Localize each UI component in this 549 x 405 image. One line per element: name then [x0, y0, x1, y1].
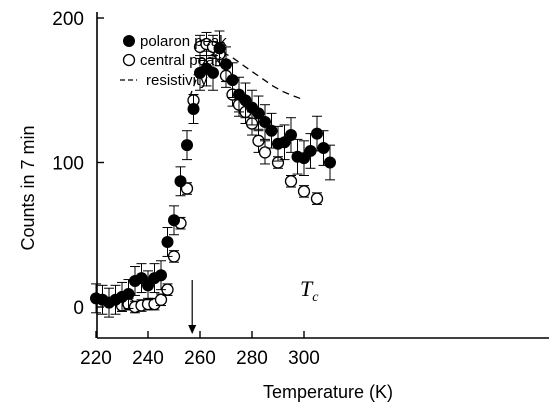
- x-tick-label: 240: [132, 348, 164, 369]
- central-peak-point: [310, 192, 324, 205]
- legend-label-polaron: polaron peak: [140, 33, 227, 50]
- polaron-peak-point: [259, 116, 271, 129]
- x-tick-label: 260: [184, 348, 216, 369]
- central-peak-point: [297, 185, 311, 198]
- polaron-peak-point: [161, 235, 174, 248]
- polaron-peak-point: [304, 144, 317, 157]
- polaron-peak-point: [220, 58, 232, 71]
- y-axis-label: Counts in 7 min: [18, 125, 38, 250]
- y-tick-label: 200: [52, 9, 84, 30]
- legend-marker-open-circle: [122, 53, 136, 67]
- x-tick-label: 300: [288, 348, 320, 369]
- legend: polaron peak central peak resistivity: [120, 33, 227, 89]
- resistivity-layer: [188, 52, 302, 100]
- polaron-peak-point: [285, 129, 297, 142]
- polaron-peak-point: [311, 127, 323, 140]
- polaron-peak-point: [207, 66, 219, 79]
- y-tick-label: 100: [52, 154, 84, 175]
- polaron-peak-point: [252, 107, 265, 120]
- polaron-peak-point: [226, 74, 239, 87]
- polaron-peak-point: [122, 287, 135, 300]
- x-ticks: 220 240 260 280 300: [80, 331, 320, 369]
- polaron-peak-point: [174, 175, 187, 188]
- polaron-peak-point: [155, 269, 167, 282]
- central-peak-point: [284, 175, 298, 188]
- x-axis-label: Temperature (K): [263, 382, 393, 402]
- legend-item-central: central peak: [122, 52, 222, 69]
- polaron-peak-point: [181, 139, 193, 152]
- polaron-peak-point: [324, 156, 336, 169]
- legend-item-polaron: polaron peak: [123, 33, 227, 50]
- polaron-peak-layer: [90, 30, 336, 318]
- resistivity-curve: [188, 52, 302, 100]
- central-peak-point: [154, 293, 168, 306]
- polaron-peak-point: [213, 42, 226, 55]
- polaron-peak-point: [187, 103, 200, 116]
- x-tick-label: 280: [236, 348, 268, 369]
- y-tick-label: 0: [73, 298, 84, 319]
- polaron-peak-point: [168, 214, 180, 227]
- legend-item-resistivity: resistivity: [120, 72, 208, 89]
- legend-marker-filled-circle: [123, 35, 135, 47]
- axes: 220 240 260 280 300 0 100 200: [52, 9, 549, 369]
- tc-arrow-head: [188, 325, 197, 334]
- x-tick-label: 220: [80, 348, 112, 369]
- legend-label-resistivity: resistivity: [146, 72, 208, 89]
- tc-annotation: Tc: [188, 276, 319, 334]
- legend-label-central: central peak: [140, 52, 222, 69]
- tc-label: Tc: [300, 276, 319, 305]
- polaron-peak-point: [317, 142, 330, 155]
- polaron-peak-point: [265, 124, 278, 137]
- y-ticks: 0 100 200: [52, 9, 104, 319]
- central-peak-point: [258, 146, 272, 159]
